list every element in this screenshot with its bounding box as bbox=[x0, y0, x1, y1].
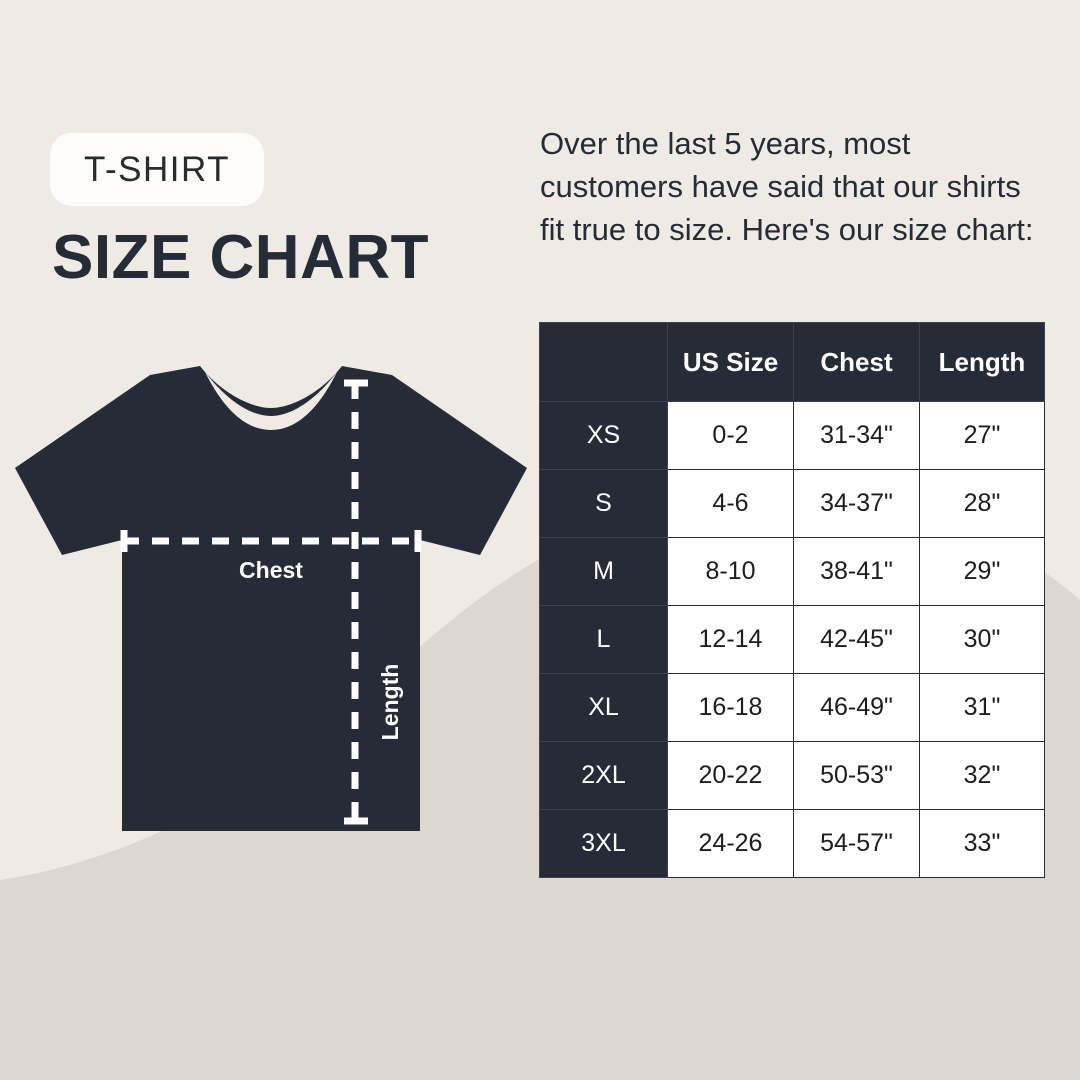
cell-size: M bbox=[539, 537, 668, 606]
cell-size: XL bbox=[539, 673, 668, 742]
cell-us-size: 16-18 bbox=[667, 673, 794, 742]
column-header-size bbox=[539, 322, 668, 402]
length-measurement: Length bbox=[344, 379, 403, 825]
table-header-row: US Size Chest Length bbox=[539, 322, 1045, 402]
cell-chest: 38-41" bbox=[793, 537, 920, 606]
table-row: L 12-14 42-45" 30" bbox=[539, 605, 1045, 674]
table-row: S 4-6 34-37" 28" bbox=[539, 469, 1045, 538]
cell-us-size: 12-14 bbox=[667, 605, 794, 674]
cell-us-size: 8-10 bbox=[667, 537, 794, 606]
table-row: M 8-10 38-41" 29" bbox=[539, 537, 1045, 606]
table-row: XS 0-2 31-34" 27" bbox=[539, 401, 1045, 470]
cell-us-size: 4-6 bbox=[667, 469, 794, 538]
cell-length: 31" bbox=[919, 673, 1045, 742]
cell-length: 32" bbox=[919, 741, 1045, 810]
size-table: US Size Chest Length XS 0-2 31-34" 27" S 4-6 3… bbox=[539, 322, 1045, 878]
category-badge: T-SHIRT bbox=[50, 133, 264, 206]
cell-length: 30" bbox=[919, 605, 1045, 674]
cell-chest: 50-53" bbox=[793, 741, 920, 810]
tshirt-illustration: Chest Length bbox=[15, 366, 527, 831]
table-row: 2XL 20-22 50-53" 32" bbox=[539, 741, 1045, 810]
cell-length: 28" bbox=[919, 469, 1045, 538]
cell-chest: 54-57" bbox=[793, 809, 920, 878]
table-row: 3XL 24-26 54-57" 33" bbox=[539, 809, 1045, 878]
background-curve-left bbox=[0, 840, 330, 1080]
length-label: Length bbox=[377, 664, 403, 741]
badge-label: T-SHIRT bbox=[84, 149, 230, 189]
page-title: SIZE CHART bbox=[52, 223, 429, 292]
cell-us-size: 0-2 bbox=[667, 401, 794, 470]
tshirt-collar-shape bbox=[205, 372, 337, 430]
cell-us-size: 20-22 bbox=[667, 741, 794, 810]
column-header-length: Length bbox=[919, 322, 1045, 402]
column-header-us-size: US Size bbox=[667, 322, 794, 402]
cell-size: 3XL bbox=[539, 809, 668, 878]
cell-chest: 31-34" bbox=[793, 401, 920, 470]
column-header-chest: Chest bbox=[793, 322, 920, 402]
cell-chest: 46-49" bbox=[793, 673, 920, 742]
cell-size: XS bbox=[539, 401, 668, 470]
cell-length: 33" bbox=[919, 809, 1045, 878]
cell-size: 2XL bbox=[539, 741, 668, 810]
cell-size: L bbox=[539, 605, 668, 674]
cell-length: 27" bbox=[919, 401, 1045, 470]
cell-chest: 42-45" bbox=[793, 605, 920, 674]
cell-length: 29" bbox=[919, 537, 1045, 606]
tshirt-body-shape bbox=[15, 366, 527, 831]
chest-label: Chest bbox=[239, 557, 303, 583]
table-row: XL 16-18 46-49" 31" bbox=[539, 673, 1045, 742]
chest-measurement: Chest bbox=[120, 530, 422, 583]
cell-chest: 34-37" bbox=[793, 469, 920, 538]
intro-paragraph: Over the last 5 years, most customers ha… bbox=[540, 126, 1034, 247]
cell-us-size: 24-26 bbox=[667, 809, 794, 878]
cell-size: S bbox=[539, 469, 668, 538]
